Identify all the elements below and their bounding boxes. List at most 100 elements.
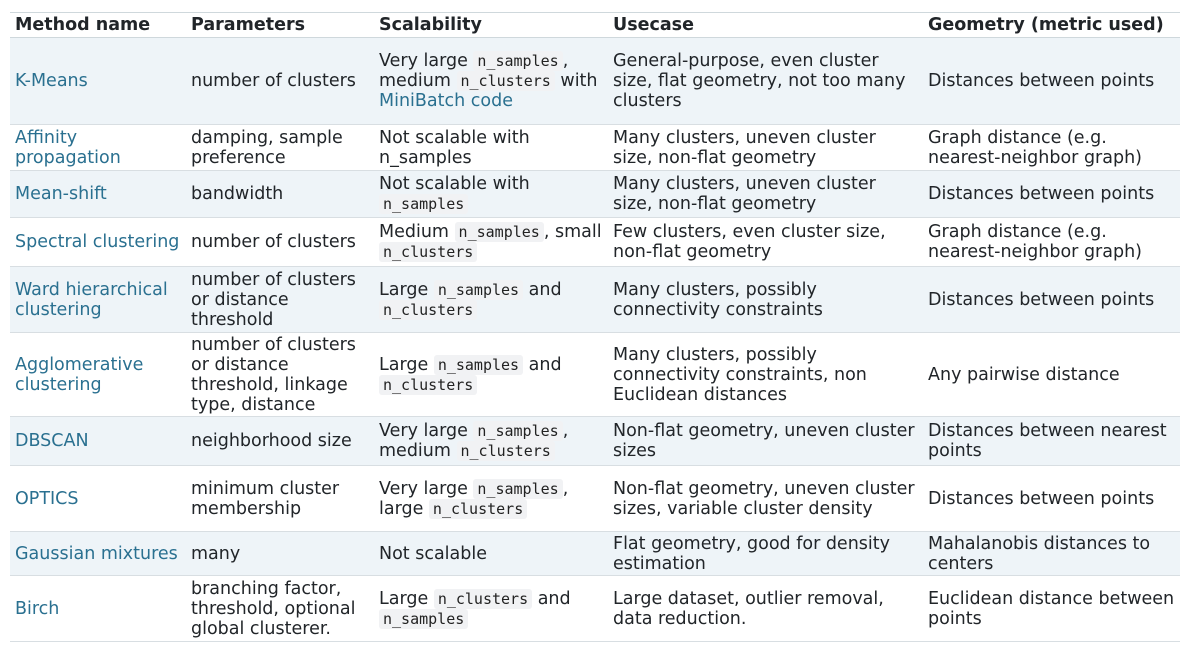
method-name-cell: Ward hierarchical clustering [10,267,186,333]
parameters-cell: number of clusters [191,71,356,91]
code-snippet: n_clusters [456,71,555,91]
scalability-text: Very large [379,421,474,441]
method-link[interactable]: Affinity propagation [15,127,121,168]
code-snippet: n_clusters [379,374,478,395]
table-row: Mean-shift bandwidth Not scalable with n_s… [10,170,1180,218]
table-row: DBSCAN neighborhood size Very large n_samp… [10,416,1180,466]
method-link[interactable]: Spectral clustering [15,232,180,252]
method-link[interactable]: OPTICS [15,488,79,509]
usecase-cell: Non-flat geometry, uneven cluster sizes,… [613,478,915,519]
parameters-cell: minimum cluster membership [191,478,340,519]
code-snippet: n_clusters [379,299,478,320]
geometry-cell: Distances between points [928,289,1155,310]
scalability-cell: Large n_clusters and n_samples [374,576,608,642]
scalability-cell: Not scalable with n_samples [374,171,608,218]
geometry-cell: Distances between points [928,71,1155,91]
scalability-text: Large [379,588,434,609]
header-method-name: Method name [10,12,186,38]
usecase-cell: Many clusters, uneven cluster size, non-… [613,174,876,214]
scalability-cell: Not scalable with n_samples [374,125,608,171]
scalability-text: Very large [379,51,474,71]
method-name-cell: OPTICS [10,466,186,532]
header-scalability: Scalability [374,12,608,38]
scalability-text: , medium [379,51,569,91]
method-link[interactable]: K-Means [15,71,88,91]
code-snippet: n_samples [379,194,469,214]
header-row: Method name Parameters Scalability Useca… [10,12,1180,38]
usecase-cell: Many clusters, uneven cluster size, non-… [613,127,876,168]
scalability-text: and [523,279,562,300]
scalability-cell: Very large n_samples, large n_clusters [374,466,608,532]
code-snippet: n_clusters [433,588,533,609]
table-row: K-Means number of clusters Very large n_sa… [10,37,1180,125]
geometry-cell: Any pairwise distance [928,364,1120,385]
geometry-cell: Mahalanobis distances to centers [928,533,1151,574]
code-snippet: n_samples [473,421,563,441]
method-link[interactable]: Agglomerative clustering [15,354,144,395]
scalability-text: Large [379,354,434,375]
scalability-cell: Large n_samples and n_clusters [374,267,608,333]
scalability-text: , small [543,222,602,242]
clustering-methods-table: Method name Parameters Scalability Useca… [10,12,1180,642]
geometry-cell: Distances between points [928,184,1155,204]
scalability-cell: Large n_samples and n_clusters [374,333,608,417]
code-snippet: n_samples [473,478,563,499]
scalability-cell: Very large n_samples, medium n_clusters [374,417,608,466]
code-snippet: n_samples [433,279,524,300]
scalability-cell: Very large n_samples, medium n_clusters … [374,38,608,125]
table-row: Affinity propagation damping, sample pref… [10,125,1180,171]
scalability-text: and [523,354,562,375]
header-geometry: Geometry (metric used) [923,12,1180,38]
scalability-cell: Not scalable [374,532,608,576]
parameters-cell: neighborhood size [191,431,352,451]
code-snippet: n_samples [379,608,469,629]
scalability-text: and [532,588,571,609]
method-link[interactable]: Gaussian mixtures [15,543,178,564]
scalability-text: Medium [379,222,455,242]
scalability-text: Not scalable with n_samples [379,127,530,168]
scalability-text: Not scalable [379,543,488,564]
parameters-cell: number of clusters or distance threshold… [191,334,356,415]
code-snippet: n_samples [473,51,563,71]
table-row: Agglomerative clustering number of cluste… [10,333,1180,417]
method-name-cell: Mean-shift [10,171,186,218]
parameters-cell: damping, sample preference [191,127,343,168]
method-name-cell: Affinity propagation [10,125,186,171]
geometry-cell: Distances between nearest points [928,421,1167,461]
table-row: OPTICS minimum cluster membership Very lar… [10,466,1180,532]
table-body: K-Means number of clusters Very large n_sa… [10,37,1180,642]
table-header: Method name Parameters Scalability Useca… [10,12,1180,38]
table-row: Spectral clustering number of clusters Med… [10,218,1180,267]
code-snippet: n_samples [454,222,544,242]
method-link[interactable]: Ward hierarchical clustering [15,279,168,320]
method-name-cell: Birch [10,576,186,642]
usecase-cell: Flat geometry, good for density estimati… [613,533,890,574]
table-row: Ward hierarchical clustering number of cl… [10,266,1180,333]
scalability-text: Not scalable with [379,174,530,194]
geometry-cell: Graph distance (e.g. nearest-neighbor gr… [928,222,1142,262]
parameters-cell: many [191,543,241,564]
parameters-cell: number of clusters [191,232,356,252]
parameters-cell: number of clusters or distance threshold [191,269,356,330]
usecase-cell: Many clusters, possibly connectivity con… [613,344,867,405]
method-link[interactable]: Birch [15,598,60,619]
header-usecase: Usecase [608,12,923,38]
method-link[interactable]: Mean-shift [15,184,107,204]
clustering-methods-table-container: Method name Parameters Scalability Useca… [10,12,1180,642]
parameters-cell: bandwidth [191,184,284,204]
code-snippet: n_clusters [379,242,478,262]
method-name-cell: Gaussian mixtures [10,532,186,576]
code-snippet: n_clusters [456,441,555,461]
geometry-cell: Graph distance (e.g. nearest-neighbor gr… [928,127,1142,168]
scalability-text: , large [379,478,569,519]
geometry-cell: Distances between points [928,488,1155,509]
scalability-text: Large [379,279,434,300]
minibatch-code-link[interactable]: MiniBatch code [379,91,513,111]
geometry-cell: Euclidean distance between points [928,588,1175,629]
scalability-text: , medium [379,421,569,461]
scalability-cell: Medium n_samples, small n_clusters [374,218,608,267]
table-row: Birch branching factor, threshold, option… [10,576,1180,642]
usecase-cell: General-purpose, even cluster size, flat… [613,51,906,111]
method-link[interactable]: DBSCAN [15,431,89,451]
method-name-cell: K-Means [10,38,186,125]
